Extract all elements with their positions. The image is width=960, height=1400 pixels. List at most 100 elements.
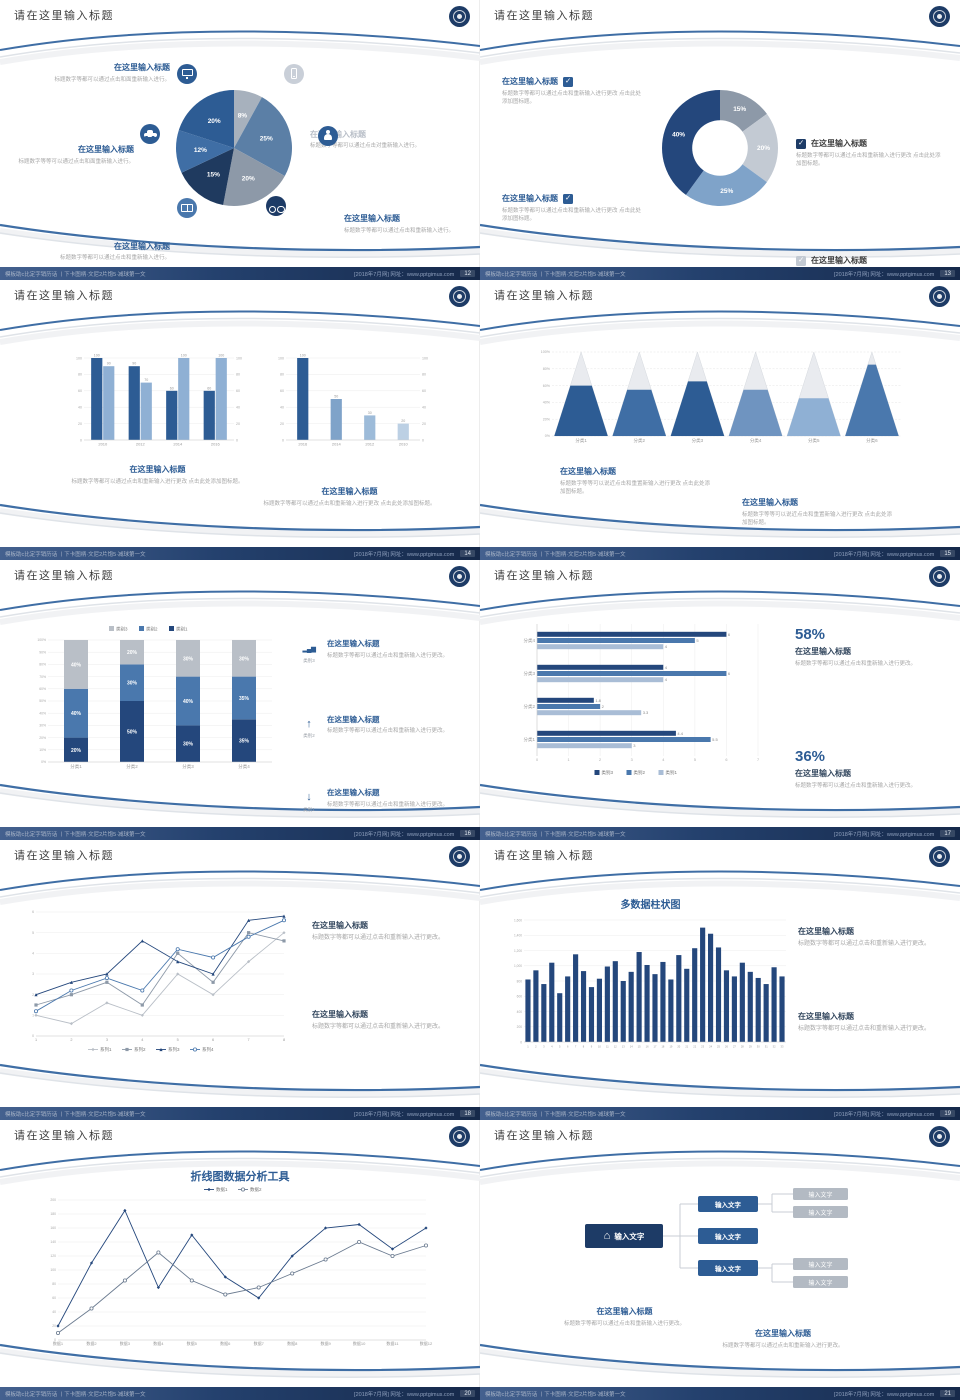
item-title: 在这里输入标题 — [327, 639, 380, 648]
diagram-box: 输入文字 — [698, 1196, 758, 1212]
item-desc: 标题数字等都可以通过点击和重新输入进行更改 点击此处添加图标题。 — [502, 90, 642, 106]
page-number: 20 — [460, 1390, 475, 1397]
bar-chart-icon — [302, 638, 315, 655]
svg-text:60%: 60% — [543, 384, 551, 388]
svg-text:0: 0 — [282, 438, 284, 442]
top-swoosh-decoration — [480, 1150, 960, 1185]
svg-text:30%: 30% — [183, 742, 194, 748]
block-title: 在这里输入标题 — [596, 1307, 653, 1316]
svg-text:60: 60 — [207, 386, 211, 390]
bottom-swoosh-decoration — [480, 1063, 960, 1098]
svg-text:3: 3 — [106, 1038, 108, 1042]
svg-text:8: 8 — [283, 1038, 285, 1042]
svg-text:数据11: 数据11 — [386, 1340, 399, 1346]
svg-text:20: 20 — [422, 422, 426, 426]
monitor-icon — [177, 64, 197, 84]
slide-pie-icons[interactable]: 请在这里输入标题 8% 25% 20% 15% 12% 20% 在这里输入标题 标题数字等… — [0, 0, 481, 281]
svg-text:30: 30 — [368, 411, 372, 415]
footer-right-text: [2018年7月网] 网址：www.pptgimus.com — [354, 271, 455, 278]
svg-text:19: 19 — [669, 1045, 672, 1049]
slide-footer: 模板助c比定字销历话 丨下卡图柄·文尼2片饱5·减球第一文 [2018年7月网]… — [0, 1107, 480, 1120]
svg-text:数据7: 数据7 — [254, 1340, 265, 1346]
item-title: 在这里输入标题 — [78, 145, 134, 155]
svg-text:分类2: 分类2 — [126, 763, 138, 770]
svg-text:35%: 35% — [239, 696, 250, 702]
block-title: 在这里输入标题 — [312, 1010, 368, 1020]
block-title: 在这里输入标题 — [321, 487, 378, 497]
svg-text:4: 4 — [141, 1038, 143, 1042]
page-number: 16 — [460, 830, 475, 837]
svg-text:系列4: 系列4 — [202, 1046, 214, 1053]
svg-text:12: 12 — [614, 1045, 617, 1049]
svg-text:类别2: 类别2 — [146, 626, 158, 633]
svg-text:数据8: 数据8 — [287, 1340, 298, 1346]
text-block: 在这里输入标题 标题数字等都可以通过点击和重新输入进行更改。 — [798, 1011, 940, 1034]
home-icon — [604, 1231, 611, 1242]
svg-text:140: 140 — [50, 1240, 56, 1244]
slide-title: 请在这里输入标题 — [14, 850, 114, 862]
svg-text:6: 6 — [212, 1038, 214, 1042]
svg-text:数据10: 数据10 — [353, 1340, 366, 1346]
svg-text:20: 20 — [401, 419, 405, 423]
svg-text:20: 20 — [236, 422, 240, 426]
svg-text:0: 0 — [32, 1034, 34, 1038]
people-icon — [318, 126, 338, 146]
bottom-swoosh-decoration — [480, 223, 960, 258]
svg-text:20%: 20% — [39, 736, 46, 740]
slide-pyramid-chart[interactable]: 请在这里输入标题 0% 20% 40% 60% 80% 100% 分类1 分类2 分类3 分类4 分… — [479, 279, 960, 561]
slide-stacked-bar[interactable]: 请在这里输入标题 0% 10% 20% 30% 40% 50% 60% 70% 80% 90% 10… — [0, 559, 481, 841]
top-swoosh-decoration — [480, 590, 960, 625]
svg-text:60%: 60% — [39, 687, 46, 691]
stat-percentage: 58% — [795, 626, 826, 643]
slide-multi-column-chart[interactable]: 请在这里输入标题 多数据柱状图 0 200 400 600 800 1,000 1,200 1… — [479, 839, 960, 1121]
info-item: 在这里输入标题 标题数字等都可以通过点击和重新输入进行更改 点击此处添加图标题。 — [502, 193, 644, 224]
school-logo-icon — [929, 286, 950, 307]
svg-text:40: 40 — [78, 406, 82, 410]
icon-label: 类别1 — [303, 806, 315, 812]
svg-text:20%: 20% — [127, 650, 138, 656]
top-swoosh-decoration — [0, 1150, 480, 1185]
svg-text:800: 800 — [517, 979, 523, 983]
svg-text:类别1: 类别1 — [176, 626, 188, 633]
svg-text:2016: 2016 — [298, 442, 308, 447]
svg-text:4: 4 — [32, 952, 34, 956]
block-desc: 标题数字等都可以通过点击和重新输入进行更改。 — [722, 1342, 844, 1349]
svg-text:32: 32 — [773, 1045, 776, 1049]
school-logo-icon — [929, 1126, 950, 1147]
text-block: 在这里输入标题 标题数字等都可以通过点击和重新输入进行更改。 — [312, 920, 462, 943]
block-title: 在这里输入标题 — [798, 927, 854, 936]
svg-text:26: 26 — [725, 1045, 728, 1049]
stat-title: 在这里输入标题 — [795, 647, 851, 656]
svg-text:60: 60 — [422, 389, 426, 393]
footer-right-text: [2018年7月网] 网址：www.pptgimus.com — [354, 1391, 455, 1398]
bottom-swoosh-decoration — [0, 223, 480, 258]
footer-right-text: [2018年7月网] 网址：www.pptgimus.com — [834, 1111, 935, 1118]
svg-text:40%: 40% — [39, 711, 46, 715]
svg-text:0%: 0% — [41, 760, 46, 764]
svg-text:2: 2 — [602, 704, 605, 709]
svg-text:3: 3 — [543, 1045, 545, 1049]
slide-line-analysis[interactable]: 请在这里输入标题 折线图数据分析工具 0 20 40 60 80 100 120 140 160… — [0, 1119, 481, 1400]
slide-flow-diagram[interactable]: 请在这里输入标题 输入文字 输入文字 输入文字 输入文字 输入文字 输入文字 输… — [479, 1119, 960, 1400]
footer-left-text: 模板助c比定字销历话 丨下卡图柄·文尼2片饱5·减球第一文 — [5, 1111, 146, 1118]
slide-donut-checkboxes[interactable]: 请在这里输入标题 15% 20% 25% 40% 在这里输入标题 标题数字等都可以通过… — [479, 0, 960, 281]
svg-text:30%: 30% — [39, 724, 46, 728]
slide-hbar-stats[interactable]: 请在这里输入标题 0 1 2 3 4 5 6 7 分类4 6 5 4 分类3 4 6 4 分类2 1.8 2 3.3 分… — [479, 559, 960, 841]
slide-dual-bar-charts[interactable]: 请在这里输入标题 0 0 20 20 40 40 60 60 80 80 100 100 100 90 20… — [0, 279, 481, 561]
slide-line-chart[interactable]: 请在这里输入标题 0 1 2 3 4 5 6 1 2 3 4 5 6 7 8 系列1 系列2 系列3 系列4 在这里… — [0, 839, 481, 1121]
svg-text:1,400: 1,400 — [514, 934, 522, 938]
diagram-box-label: 输入文字 — [808, 1210, 833, 1217]
svg-text:80: 80 — [52, 1282, 56, 1286]
svg-text:2010: 2010 — [98, 442, 108, 447]
svg-text:2012: 2012 — [136, 442, 146, 447]
svg-text:8%: 8% — [238, 112, 248, 119]
school-logo-icon — [449, 6, 470, 27]
info-item: 在这里输入标题 标题数字等都可以通过点击和重新输入进行更改 点击此处添加图标题。 — [796, 138, 944, 169]
svg-text:2: 2 — [70, 1038, 72, 1042]
stat-desc: 标题数字等都可以通过点击和重新输入进行更改。 — [795, 660, 917, 667]
svg-text:27: 27 — [733, 1045, 736, 1049]
svg-text:80%: 80% — [543, 367, 551, 371]
footer-right-text: [2018年7月网] 网址：www.pptgimus.com — [834, 831, 935, 838]
text-block: 在这里输入标题 标题数字等都可以通过点击和重新输入进行更改。 — [312, 1009, 462, 1032]
svg-text:类别3: 类别3 — [116, 626, 128, 633]
